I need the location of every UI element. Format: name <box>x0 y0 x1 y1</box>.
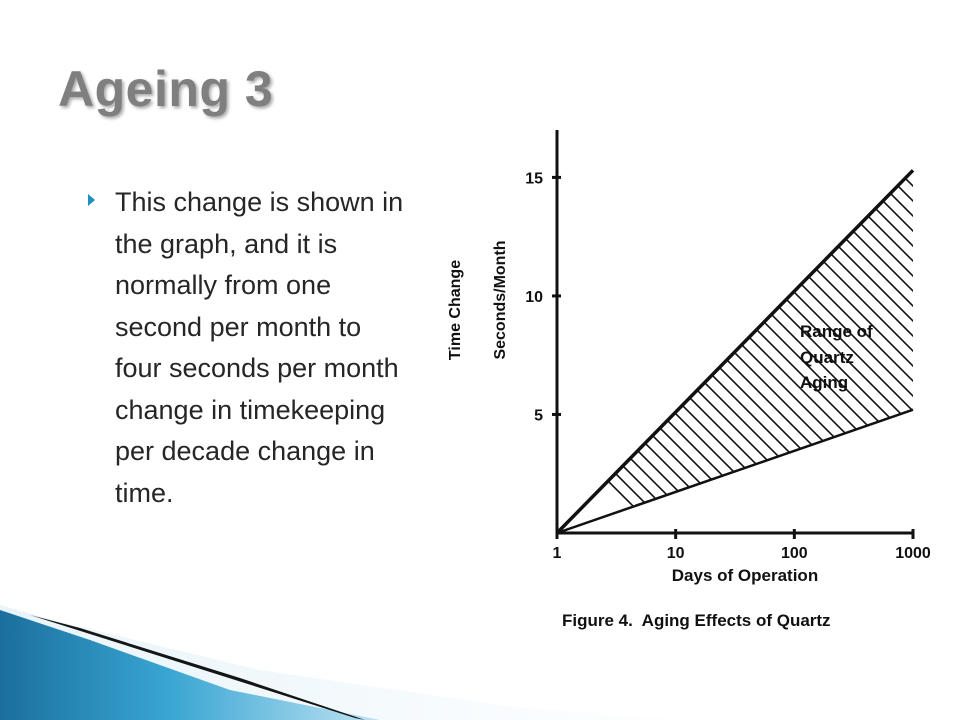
series-line-lower <box>556 408 914 535</box>
x-axis-label: Days of Operation <box>672 566 818 585</box>
hatch-line <box>557 170 856 534</box>
x-tick-label-10: 10 <box>667 545 685 562</box>
hatch-line <box>646 170 913 534</box>
hatch-line <box>557 170 913 534</box>
range-annotation-line-1: Range of <box>800 322 873 341</box>
decorative-swoosh <box>0 605 700 720</box>
x-tick-label-1000: 1000 <box>895 545 931 562</box>
hatch-line <box>841 170 913 534</box>
x-tick-label-1: 1 <box>553 545 562 562</box>
aging-chart: 5 10 15 1 10 100 1000 Time Change Seconds/Mon… <box>447 130 940 630</box>
y-axis-ticks: 5 10 15 <box>525 170 561 424</box>
range-annotation-line-3: Aging <box>800 373 848 392</box>
hatch-line <box>826 170 913 534</box>
hatch-line <box>601 170 913 534</box>
bullet-arrow-icon <box>88 194 95 206</box>
hatch-line <box>557 170 781 534</box>
y-axis-unit-label: Seconds/Month <box>492 240 509 359</box>
hatch-line <box>557 170 706 534</box>
y-axis-label: Time Change <box>447 260 464 360</box>
x-tick-label-100: 100 <box>781 545 808 562</box>
hatch-line <box>557 170 826 534</box>
y-tick-label-5: 5 <box>534 407 543 424</box>
hatch-line <box>557 170 796 534</box>
hatch-line <box>917 130 940 533</box>
hatch-line <box>557 170 721 534</box>
hatch-line <box>932 130 940 533</box>
hatch-line <box>557 170 751 534</box>
y-tick-label-15: 15 <box>525 170 543 187</box>
hatch-line <box>586 170 913 534</box>
x-axis-ticks: 1 10 100 1000 <box>553 529 931 562</box>
figure-caption: Figure 4. Aging Effects of Quartz <box>562 611 831 630</box>
bullet-text: This change is shown in the graph, and i… <box>115 187 404 508</box>
series-line-upper <box>555 169 915 535</box>
range-annotation-line-2: Quartz <box>800 348 854 367</box>
hatch-line <box>557 170 736 534</box>
hatch-line <box>557 170 766 534</box>
y-tick-label-10: 10 <box>525 289 543 306</box>
hatch-line <box>871 170 913 534</box>
slide-title: Ageing 3 <box>58 61 274 117</box>
